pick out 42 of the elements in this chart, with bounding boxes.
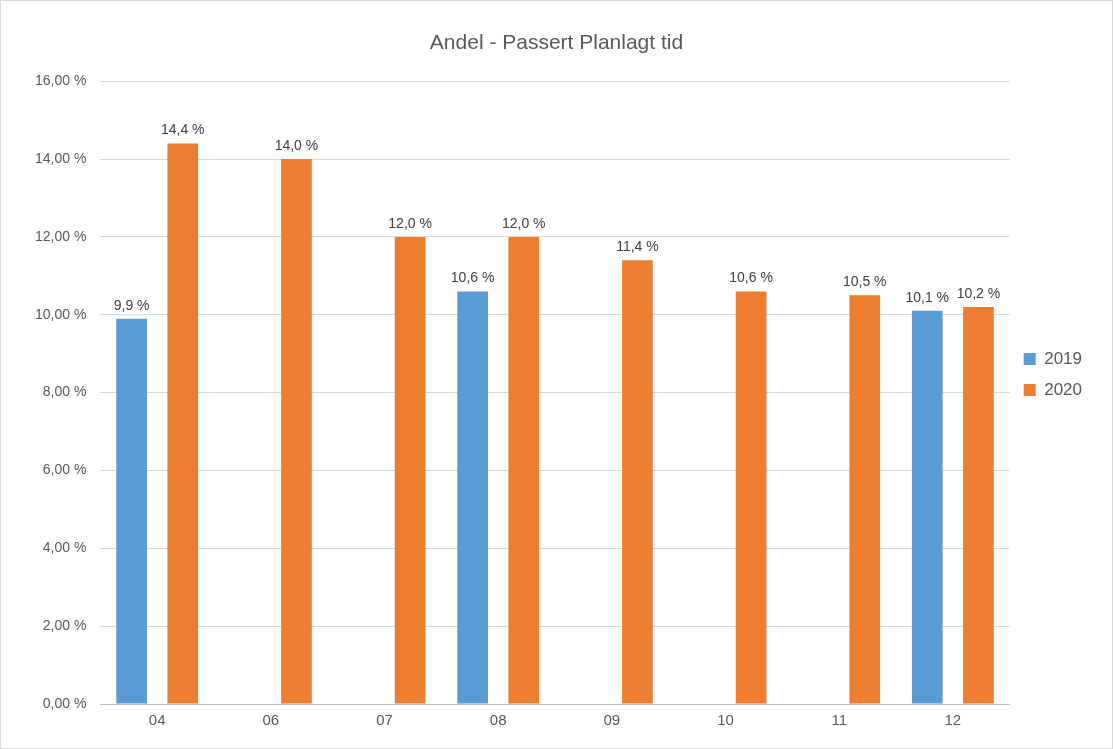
data-label: 14,4 % xyxy=(160,121,205,138)
bar xyxy=(394,236,426,704)
bar xyxy=(167,143,199,704)
bar xyxy=(508,236,540,704)
x-tick-label: 11 xyxy=(831,711,847,729)
data-label: 10,6 % xyxy=(729,269,773,286)
data-label: 14,0 % xyxy=(274,136,319,153)
bar xyxy=(457,291,488,704)
x-tick-label: 08 xyxy=(489,711,507,729)
bar xyxy=(911,310,943,704)
data-label: 12,0 % xyxy=(501,214,546,231)
y-tick-label: 14,00 % xyxy=(35,149,87,166)
legend-label: 2019 xyxy=(1044,348,1083,368)
x-tick-label: 09 xyxy=(603,711,621,729)
y-tick-label: 12,00 % xyxy=(35,227,87,244)
data-label: 12,0 % xyxy=(388,214,432,231)
x-tick-label: 10 xyxy=(717,711,734,729)
bar xyxy=(116,318,147,704)
y-tick-label: 0,00 % xyxy=(42,694,87,711)
x-tick-label: 04 xyxy=(148,711,166,729)
bar xyxy=(849,295,881,704)
y-tick-label: 8,00 % xyxy=(42,383,87,400)
y-tick-label: 2,00 % xyxy=(42,617,87,634)
y-tick-label: 16,00 % xyxy=(35,72,87,89)
data-label: 10,6 % xyxy=(450,269,495,286)
bar xyxy=(735,291,767,704)
y-tick-label: 10,00 % xyxy=(35,305,87,322)
y-tick-label: 4,00 % xyxy=(42,539,87,556)
data-label: 10,5 % xyxy=(842,273,887,290)
data-label: 9,9 % xyxy=(113,296,150,313)
bar xyxy=(963,306,994,704)
legend-label: 2020 xyxy=(1044,379,1083,399)
data-label: 10,2 % xyxy=(956,284,1001,301)
x-tick-label: 06 xyxy=(262,711,280,729)
x-tick-label: 07 xyxy=(376,711,393,729)
y-tick-label: 6,00 % xyxy=(42,461,87,478)
bar xyxy=(281,159,312,704)
data-label: 10,1 % xyxy=(905,288,950,305)
x-tick-label: 12 xyxy=(944,711,962,729)
bar xyxy=(622,260,653,704)
data-label: 11,4 % xyxy=(616,238,659,255)
chart-title: Andel - Passert Planlagt tid xyxy=(429,30,684,54)
